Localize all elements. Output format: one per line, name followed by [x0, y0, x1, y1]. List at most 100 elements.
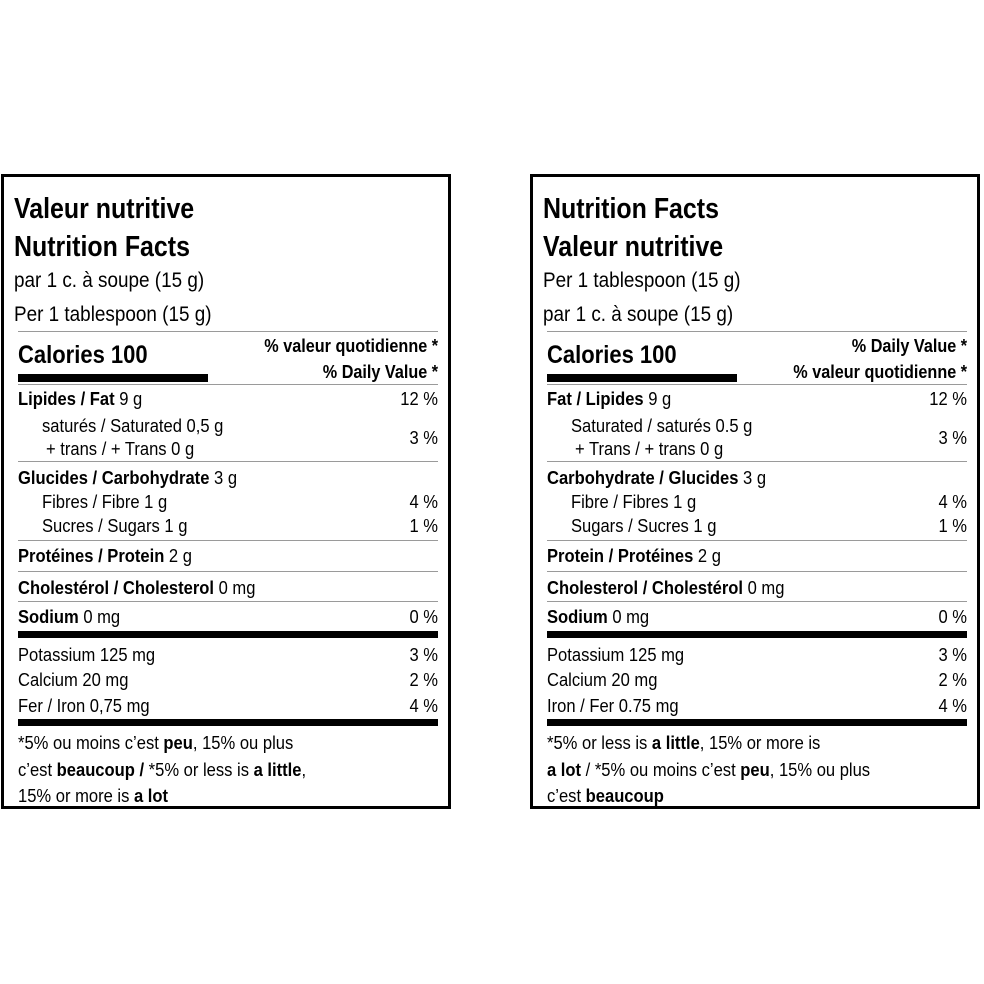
nutrient-name: Calcium 20 mg — [18, 670, 129, 690]
nutrient-name: Fer / Iron 0,75 mg — [18, 696, 150, 716]
footnote-text: peu — [163, 733, 193, 753]
footnote-text: a lot — [133, 786, 169, 806]
footnote-text: *5% or less is — [547, 733, 652, 753]
daily-value-header-secondary: % valeur quotidienne * — [793, 362, 967, 382]
footnote-line-2: a lot / *5% ou moins c’est peu, 15% ou p… — [547, 761, 870, 779]
nutrient-name: Glucides / Carbohydrate — [18, 468, 210, 488]
thick-divider — [18, 719, 438, 726]
divider — [18, 540, 438, 541]
thick-divider — [547, 719, 967, 726]
divider — [18, 601, 438, 602]
nutrition-label-french-first: Valeur nutritive Nutrition Facts par 1 c… — [1, 174, 451, 809]
nutrient-percent: 4 % — [938, 492, 967, 512]
footnote-text: a lot — [547, 760, 582, 780]
nutrient-percent: 3 % — [409, 428, 438, 448]
nutrient-name: Sodium — [547, 607, 608, 627]
thick-divider — [547, 631, 967, 638]
nutrient-name: Cholesterol / Cholestérol — [547, 578, 744, 598]
nutrient-percent: 12 % — [400, 389, 438, 409]
nutrient-name: Cholestérol / Cholesterol — [18, 578, 215, 598]
nutrient-percent: 2 % — [409, 670, 438, 690]
divider — [547, 384, 967, 385]
label-title-primary: Nutrition Facts — [543, 193, 719, 225]
label-title-primary: Valeur nutritive — [14, 193, 195, 225]
calories: Calories 100 — [18, 341, 148, 369]
nutrient-amount: 9 g — [114, 389, 143, 409]
nutrient-name: Protein / Protéines — [547, 546, 694, 566]
label-title-secondary: Nutrition Facts — [14, 231, 190, 263]
divider — [547, 601, 967, 602]
footnote-text: c’est — [18, 760, 57, 780]
nutrient-percent: 3 % — [938, 645, 967, 665]
footnote-line-1: *5% ou moins c’est peu, 15% ou plus — [18, 734, 293, 752]
footnote-text: a little — [651, 733, 700, 753]
nutrient-percent: 2 % — [938, 670, 967, 690]
divider — [18, 331, 438, 332]
footnote-line-1: *5% or less is a little, 15% or more is — [547, 734, 820, 752]
nutrient-name: Potassium 125 mg — [547, 645, 685, 665]
nutrient-amount: 0 mg — [78, 607, 121, 627]
nutrient-name: + Trans / + trans 0 g — [575, 439, 724, 459]
footnote-text: beaucoup — [585, 786, 664, 806]
nutrient-percent: 3 % — [938, 428, 967, 448]
daily-value-header-primary: % Daily Value * — [851, 336, 967, 356]
nutrient-name: Fibre / Fibres 1 g — [571, 492, 697, 512]
footnote-text: , 15% ou plus — [192, 733, 294, 753]
footnote-text: , — [301, 760, 307, 780]
nutrient-percent: 12 % — [929, 389, 967, 409]
label-title-secondary: Valeur nutritive — [543, 231, 724, 263]
nutrient-name: + trans / + Trans 0 g — [46, 439, 195, 459]
divider — [547, 331, 967, 332]
nutrient-percent: 1 % — [938, 516, 967, 536]
nutrient-amount: 0 mg — [607, 607, 650, 627]
divider — [547, 461, 967, 462]
serving-size-secondary: par 1 c. à soupe (15 g) — [543, 303, 734, 326]
footnote-text: peu — [740, 760, 770, 780]
footnote-text: *5% or less is — [144, 760, 254, 780]
nutrient-name: Carbohydrate / Glucides — [547, 468, 739, 488]
nutrient-name: Potassium 125 mg — [18, 645, 156, 665]
nutrient-percent: 3 % — [409, 645, 438, 665]
calories-bar — [547, 374, 737, 382]
nutrient-name: Fibres / Fibre 1 g — [42, 492, 168, 512]
daily-value-header-secondary: % Daily Value * — [322, 362, 438, 382]
footnote-text: c’est — [547, 786, 586, 806]
nutrient-name: Saturated / saturés 0.5 g — [571, 416, 753, 436]
calories: Calories 100 — [547, 341, 677, 369]
nutrient-percent: 4 % — [409, 696, 438, 716]
footnote-line-3: c’est beaucoup — [547, 787, 664, 805]
nutrient-percent: 4 % — [938, 696, 967, 716]
nutrient-amount: 0 mg — [214, 578, 256, 598]
nutrient-percent: 0 % — [938, 607, 967, 627]
calories-bar — [18, 374, 208, 382]
nutrient-amount: 0 mg — [743, 578, 785, 598]
footnote-text: *5% ou moins c’est — [18, 733, 164, 753]
footnote-text: , 15% or more is — [699, 733, 821, 753]
footnote-text: , 15% ou plus — [769, 760, 871, 780]
nutrient-name: Fat / Lipides — [547, 389, 644, 409]
nutrient-name: Lipides / Fat — [18, 389, 115, 409]
footnote-text: a little — [253, 760, 302, 780]
nutrient-percent: 1 % — [409, 516, 438, 536]
serving-size-primary: Per 1 tablespoon (15 g) — [543, 269, 741, 292]
footnote-text: 15% or more is — [18, 786, 134, 806]
nutrition-label-english-first: Nutrition Facts Valeur nutritive Per 1 t… — [530, 174, 980, 809]
nutrient-name: Protéines / Protein — [18, 546, 165, 566]
nutrient-name: Sodium — [18, 607, 79, 627]
nutrient-name: Iron / Fer 0.75 mg — [547, 696, 679, 716]
nutrient-name: saturés / Saturated 0,5 g — [42, 416, 224, 436]
divider — [547, 540, 967, 541]
daily-value-header-primary: % valeur quotidienne * — [264, 336, 438, 356]
thick-divider — [18, 631, 438, 638]
footnote-text: beaucoup / — [56, 760, 145, 780]
nutrient-name: Sucres / Sugars 1 g — [42, 516, 188, 536]
nutrient-amount: 2 g — [693, 546, 721, 566]
nutrient-name: Sugars / Sucres 1 g — [571, 516, 717, 536]
nutrient-amount: 2 g — [164, 546, 192, 566]
footnote-line-2: c’est beaucoup / *5% or less is a little… — [18, 761, 306, 779]
nutrient-amount: 3 g — [209, 468, 238, 488]
footnote-text: / *5% ou moins c’est — [581, 760, 741, 780]
serving-size-primary: par 1 c. à soupe (15 g) — [14, 269, 205, 292]
nutrient-name: Calcium 20 mg — [547, 670, 658, 690]
nutrient-percent: 4 % — [409, 492, 438, 512]
